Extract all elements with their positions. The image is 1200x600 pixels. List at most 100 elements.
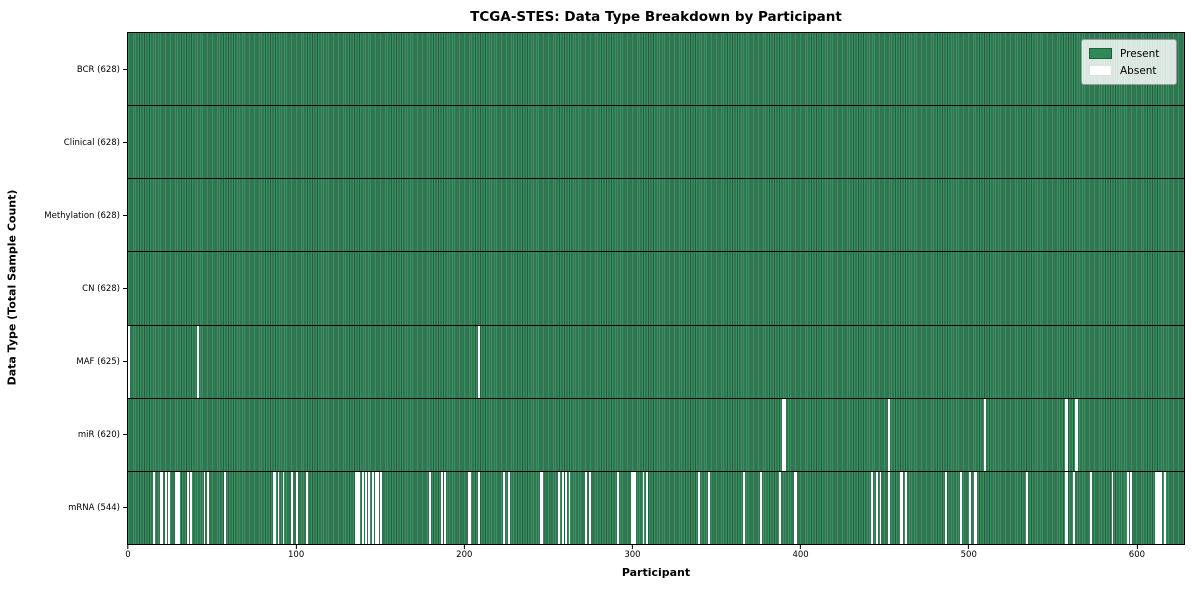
y-tick-Methylation: Methylation (628): [0, 179, 127, 252]
y-tick-mark: [123, 142, 127, 143]
absent-stripe: [175, 471, 177, 544]
y-tick-mark: [123, 288, 127, 289]
y-tick-mark: [123, 361, 127, 362]
x-tick-label: 400: [792, 550, 809, 560]
absent-stripe: [355, 471, 357, 544]
absent-stripe: [1157, 471, 1159, 544]
absent-stripe: [380, 471, 383, 544]
x-tick-100: 100: [288, 545, 304, 560]
x-tick-300: 300: [624, 545, 641, 560]
legend-label-absent: Absent: [1120, 64, 1157, 77]
absent-stripe: [1126, 471, 1129, 544]
absent-stripe: [634, 471, 636, 544]
absent-stripe: [743, 471, 746, 544]
y-tick-BCR: BCR (628): [0, 33, 127, 106]
absent-stripe: [153, 471, 156, 544]
absent-stripe: [901, 471, 904, 544]
y-tick-mark: [123, 215, 127, 216]
absent-stripe: [291, 471, 293, 544]
absent-stripe: [477, 471, 480, 544]
absent-stripe: [1076, 398, 1079, 471]
absent-stripe: [888, 398, 890, 471]
absent-stripe: [968, 471, 971, 544]
absent-stripe: [282, 471, 285, 544]
absent-stripe: [368, 471, 371, 544]
absent-stripe: [467, 471, 470, 544]
absent-stripe: [1074, 398, 1077, 471]
absent-stripe: [469, 471, 472, 544]
absent-stripe: [1155, 471, 1158, 544]
legend-entry-present: Present: [1089, 45, 1168, 62]
absent-stripe: [899, 471, 902, 544]
y-tick-labels: BCR (628) Clinical (628) Methylation (628)…: [0, 33, 127, 544]
x-tick-label: 100: [288, 550, 305, 560]
y-tick-Clinical: Clinical (628): [0, 106, 127, 179]
absent-stripe: [272, 471, 275, 544]
y-tick-mark: [123, 434, 127, 435]
x-tick-label: 200: [456, 550, 473, 560]
y-tick-mRNA: mRNA (544): [0, 471, 127, 544]
absent-stripe: [632, 471, 635, 544]
legend-entry-absent: Absent: [1089, 62, 1168, 79]
absent-swatch-icon: [1089, 65, 1112, 76]
y-tick-label: MAF (625): [76, 356, 120, 367]
absent-stripe: [186, 471, 189, 544]
absent-stripe: [164, 471, 167, 544]
y-tick-label: mRNA (544): [68, 502, 120, 513]
x-tick-0: 0: [125, 545, 131, 560]
y-tick-mark: [123, 69, 127, 70]
absent-stripe: [371, 471, 374, 544]
absent-stripe: [588, 471, 591, 544]
absent-stripe: [783, 398, 786, 471]
absent-stripe: [568, 471, 571, 544]
absent-stripe: [159, 471, 162, 544]
absent-stripe: [306, 471, 309, 544]
absent-stripe: [983, 398, 986, 471]
absent-stripe: [1160, 471, 1163, 544]
plot-rows: [128, 33, 1184, 544]
absent-stripe: [1089, 471, 1092, 544]
absent-stripe: [760, 471, 763, 544]
heatmap-row-MAF: [128, 324, 1184, 398]
y-tick-miR: miR (620): [0, 398, 127, 471]
x-tick-label: 0: [125, 550, 131, 560]
y-tick-label: Clinical (628): [63, 137, 120, 148]
absent-stripe: [1130, 471, 1132, 544]
x-tick-mark: [1136, 545, 1138, 549]
x-tick-mark: [968, 545, 970, 549]
y-tick-CN: CN (628): [0, 252, 127, 325]
absent-stripe: [508, 471, 510, 544]
y-tick-label: CN (628): [82, 283, 120, 294]
x-tick-500: 500: [961, 545, 977, 560]
absent-stripe: [973, 471, 976, 544]
absent-stripe: [708, 471, 710, 544]
y-tick-mark: [123, 507, 127, 508]
absent-stripe: [190, 471, 192, 544]
absent-stripe: [207, 471, 209, 544]
present-swatch-icon: [1089, 48, 1112, 59]
absent-stripe: [223, 471, 226, 544]
absent-stripe: [1064, 471, 1067, 544]
absent-stripe: [168, 471, 171, 544]
absent-stripe: [274, 471, 277, 544]
absent-stripe: [793, 471, 796, 544]
absent-stripe: [1111, 471, 1114, 544]
absent-stripe: [871, 471, 874, 544]
absent-stripe: [945, 471, 948, 544]
absent-stripe: [1025, 471, 1028, 544]
absent-stripe: [203, 471, 206, 544]
absent-stripe: [617, 471, 620, 544]
absent-stripe: [698, 471, 700, 544]
absent-stripe: [444, 471, 446, 544]
absent-stripe: [128, 325, 130, 398]
absent-stripe: [356, 471, 359, 544]
absent-stripe: [795, 471, 798, 544]
absent-stripe: [277, 471, 280, 544]
x-tick-400: 400: [792, 545, 809, 560]
absent-stripe: [782, 398, 784, 471]
heatmap-row-miR: [128, 397, 1184, 471]
absent-stripe: [1158, 471, 1161, 544]
x-tick-600: 600: [1129, 545, 1145, 560]
absent-stripe: [428, 471, 431, 544]
